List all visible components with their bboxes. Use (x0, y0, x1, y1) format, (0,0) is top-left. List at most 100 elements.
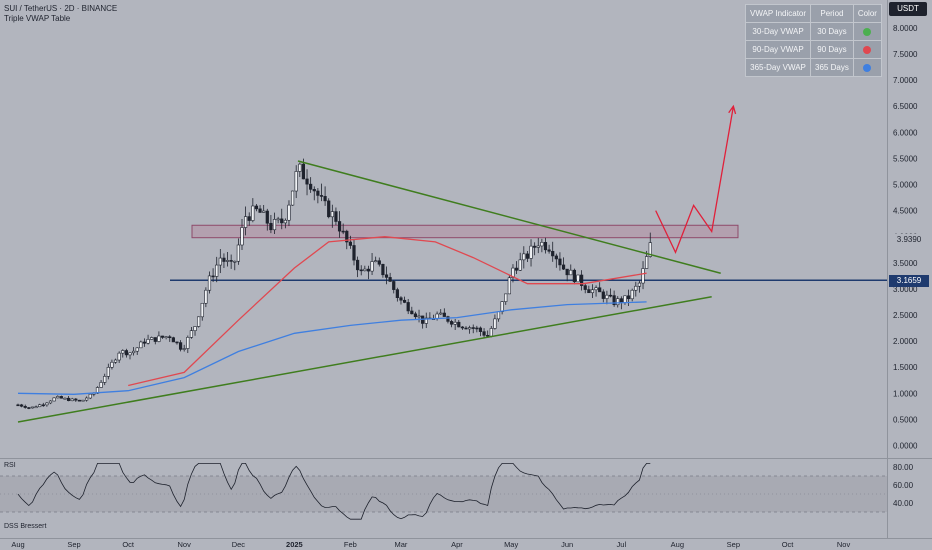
candle-body-up (424, 317, 428, 324)
candle-body-down (547, 249, 551, 252)
candle (626, 289, 631, 306)
price-pane (16, 104, 887, 423)
candle (88, 393, 92, 400)
candle (77, 399, 82, 402)
candle-body-up (616, 298, 620, 306)
vwap-row-name: 365-Day VWAP (744, 58, 812, 77)
candle-body-up (204, 289, 208, 304)
candle (623, 295, 627, 305)
candle (460, 326, 464, 330)
y-tick-label: 0.0000 (893, 442, 918, 451)
rsi-pane-label: RSI (4, 462, 16, 469)
candle-body-down (561, 264, 566, 270)
candle-body-down (319, 195, 324, 197)
candle-body-down (558, 258, 562, 266)
candle-body-up (182, 348, 186, 350)
candle-body-down (366, 268, 371, 272)
x-tick-label: Feb (344, 540, 357, 549)
x-tick-label: Nov (178, 540, 192, 549)
candle-body-down (446, 316, 450, 322)
candle (81, 399, 85, 402)
currency-badge[interactable]: USDT (889, 2, 927, 16)
candle-body-up (374, 260, 378, 263)
candle (370, 253, 374, 276)
x-tick-label: Jun (561, 540, 573, 549)
candle-body-up (113, 359, 118, 363)
candle-body-down (413, 313, 418, 318)
candle-body-up (298, 163, 302, 172)
candle-body-down (77, 399, 82, 402)
candle-body-down (341, 230, 345, 233)
candle-body-up (240, 227, 244, 246)
candle-body-up (63, 397, 67, 400)
candle-body-down (153, 337, 157, 342)
color-dot-icon (863, 27, 872, 36)
candle (352, 239, 356, 266)
candle-body-up (370, 261, 374, 272)
candle (522, 246, 526, 269)
candle-body-down (395, 289, 399, 298)
candle-body-down (580, 274, 584, 286)
candle-body-up (417, 315, 421, 318)
candle (265, 208, 269, 231)
candle (478, 326, 483, 337)
candle-body-up (132, 350, 136, 354)
candle (388, 272, 392, 282)
candle-body-down (583, 285, 587, 290)
candle-body-up (70, 398, 74, 402)
candle (59, 395, 63, 399)
candle (323, 186, 327, 206)
candle (374, 256, 378, 263)
candle (608, 288, 613, 298)
candle (269, 215, 273, 234)
rsi-line (17, 463, 651, 520)
candle-body-up (30, 406, 35, 409)
candle (222, 253, 226, 268)
candle-body-up (251, 205, 255, 221)
candle-body-down (384, 274, 389, 278)
y-tick-label: 2.0000 (893, 337, 918, 346)
candle-body-up (540, 242, 544, 247)
candle (594, 285, 598, 297)
last-price-label: 3.9390 (889, 234, 929, 246)
y-tick-label: 5.0000 (893, 181, 918, 190)
vwap-row-period: 30 Days (810, 22, 854, 41)
x-tick-label: Aug (11, 540, 24, 549)
candle (363, 265, 367, 272)
candle-body-up (193, 326, 197, 331)
candle-body-down (598, 287, 602, 293)
candle-body-up (225, 260, 230, 262)
candle-body-up (146, 339, 150, 344)
candle (561, 257, 566, 270)
candle (630, 288, 634, 302)
candle (424, 312, 428, 329)
candle (153, 337, 157, 345)
candle (168, 335, 172, 342)
vwap-header-color: Color (852, 4, 882, 23)
candle (128, 352, 132, 360)
candle-body-down (457, 321, 461, 328)
candle-body-down (410, 310, 414, 315)
candle (507, 275, 511, 295)
vwap-table-header: VWAP Indicator Period Color (744, 4, 882, 23)
candle-body-down (334, 211, 338, 222)
candle-body-up (504, 293, 508, 302)
candle (63, 397, 67, 400)
candle (146, 334, 150, 345)
candle-body-down (402, 299, 407, 303)
candle-body-up (106, 366, 110, 377)
x-tick-label: 2025 (286, 540, 303, 549)
candle (244, 206, 248, 236)
candle-body-down (460, 326, 464, 329)
candle (233, 260, 237, 271)
candle (197, 316, 201, 328)
candle-body-down (269, 222, 273, 231)
candle (207, 271, 212, 294)
candle-body-down (475, 327, 479, 330)
candle (334, 207, 338, 226)
x-tick-label: Apr (451, 540, 463, 549)
descending-trendline (297, 160, 721, 274)
rsi-pane: 80.00 60.00 40.00 (0, 463, 914, 520)
candle (359, 265, 363, 276)
